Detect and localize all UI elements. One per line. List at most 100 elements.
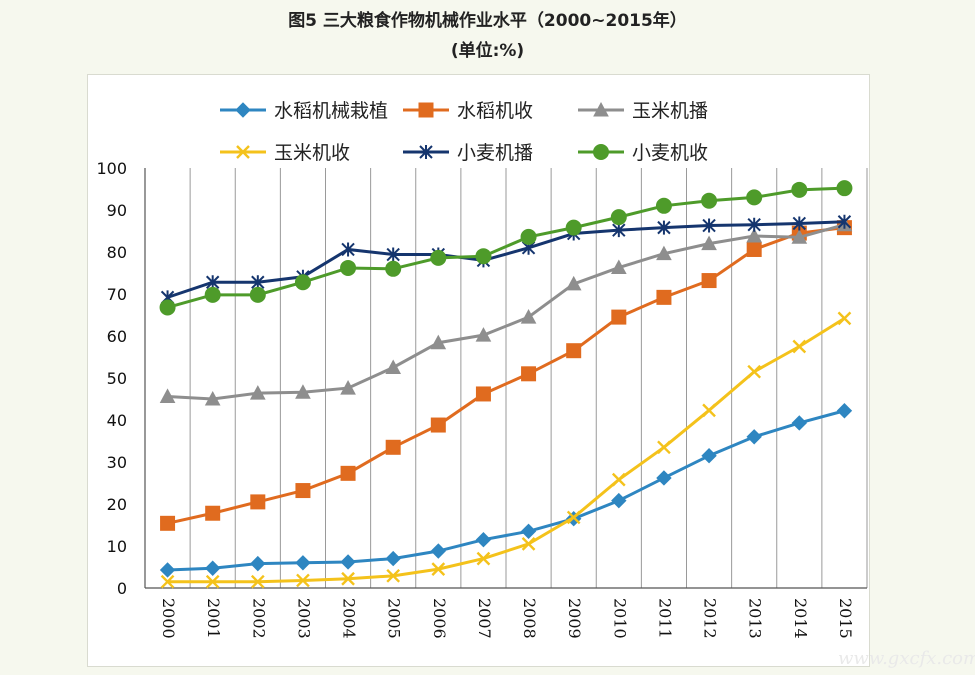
- x-tick-label: 2000: [159, 598, 178, 639]
- data-point: [520, 523, 537, 540]
- legend-label: 小麦机收: [632, 142, 708, 164]
- x-tick-label: 2007: [475, 598, 494, 639]
- x-tick-label: 2013: [746, 598, 765, 639]
- data-point: [250, 574, 265, 589]
- data-point: [386, 247, 400, 262]
- data-point: [295, 384, 311, 399]
- data-point: [340, 259, 357, 276]
- data-point: [611, 472, 626, 487]
- data-point: [295, 555, 311, 571]
- data-point: [235, 102, 251, 118]
- data-point: [250, 555, 266, 572]
- data-point: [656, 470, 672, 486]
- data-point: [160, 574, 175, 589]
- data-point: [475, 386, 491, 402]
- legend-label: 玉米机播: [632, 100, 708, 122]
- y-tick-label: 100: [96, 159, 127, 178]
- y-tick-label: 20: [107, 495, 127, 514]
- data-point: [701, 447, 717, 464]
- series-3: [160, 311, 852, 589]
- x-tick-label: 2001: [204, 598, 223, 639]
- data-point: [746, 227, 763, 243]
- data-point: [204, 286, 221, 303]
- data-point: [656, 289, 672, 305]
- data-point: [430, 417, 446, 433]
- data-point: [792, 216, 807, 231]
- y-tick-label: 0: [117, 579, 127, 598]
- data-point: [341, 242, 355, 257]
- data-point: [746, 241, 762, 257]
- data-point: [565, 219, 582, 236]
- data-point: [205, 574, 220, 589]
- data-point: [701, 192, 718, 209]
- data-point: [386, 568, 401, 583]
- data-point: [159, 388, 176, 403]
- data-point: [475, 327, 492, 342]
- series-0: [159, 403, 853, 578]
- data-point: [418, 102, 434, 118]
- x-tick-label: 2002: [249, 598, 268, 639]
- data-point: [159, 299, 176, 316]
- series-line: [167, 223, 845, 401]
- data-point: [341, 571, 355, 586]
- data-point: [702, 403, 716, 418]
- data-point: [249, 286, 266, 303]
- legend-item: 水稻机收: [403, 100, 533, 122]
- legend-label: 小麦机播: [457, 142, 533, 164]
- y-tick-label: 90: [107, 201, 127, 220]
- x-tick-label: 2003: [294, 598, 313, 639]
- data-point: [385, 439, 401, 455]
- data-point: [159, 562, 176, 578]
- data-point: [792, 339, 807, 354]
- data-point: [701, 235, 717, 251]
- data-point: [701, 273, 717, 289]
- data-point: [657, 220, 671, 235]
- data-point: [610, 259, 627, 275]
- data-point: [747, 217, 761, 232]
- data-point: [566, 510, 581, 525]
- data-point: [747, 364, 762, 379]
- x-tick-label: 2015: [836, 598, 855, 639]
- series-line: [167, 317, 846, 584]
- x-tick-label: 2006: [430, 598, 449, 639]
- data-point: [612, 223, 626, 238]
- data-point: [236, 145, 250, 159]
- x-tick-label: 2012: [701, 598, 720, 639]
- data-point: [655, 197, 672, 214]
- chart-title: 图5 三大粮食作物机械作业水平（2000~2015年）: [288, 11, 687, 31]
- data-point: [657, 440, 671, 455]
- y-tick-label: 50: [107, 369, 127, 388]
- data-point: [385, 359, 402, 374]
- data-point: [385, 260, 402, 277]
- data-point: [566, 343, 582, 359]
- data-point: [521, 366, 537, 382]
- data-point: [836, 403, 853, 419]
- data-point: [160, 515, 176, 531]
- data-point: [791, 229, 808, 244]
- series-line: [167, 186, 845, 309]
- series-5: [159, 180, 853, 316]
- legend-item: 小麦机播: [403, 142, 533, 164]
- data-point: [296, 573, 310, 588]
- data-point: [791, 415, 808, 431]
- data-point: [520, 309, 537, 324]
- x-tick-label: 2009: [565, 598, 584, 639]
- data-point: [250, 494, 266, 510]
- data-point: [520, 228, 537, 245]
- x-tick-label: 2010: [610, 598, 629, 639]
- data-point: [430, 249, 447, 266]
- data-point: [837, 311, 852, 326]
- data-point: [340, 465, 356, 481]
- x-tick-label: 2004: [340, 598, 359, 639]
- data-point: [791, 181, 808, 198]
- data-point: [475, 248, 492, 265]
- data-point: [837, 214, 852, 229]
- x-tick-label: 2011: [655, 598, 674, 639]
- y-tick-label: 80: [107, 243, 127, 262]
- data-point: [419, 145, 433, 159]
- data-point: [521, 537, 536, 551]
- y-tick-label: 60: [107, 327, 127, 346]
- data-point: [746, 429, 762, 445]
- legend-label: 水稻机械栽植: [274, 100, 388, 122]
